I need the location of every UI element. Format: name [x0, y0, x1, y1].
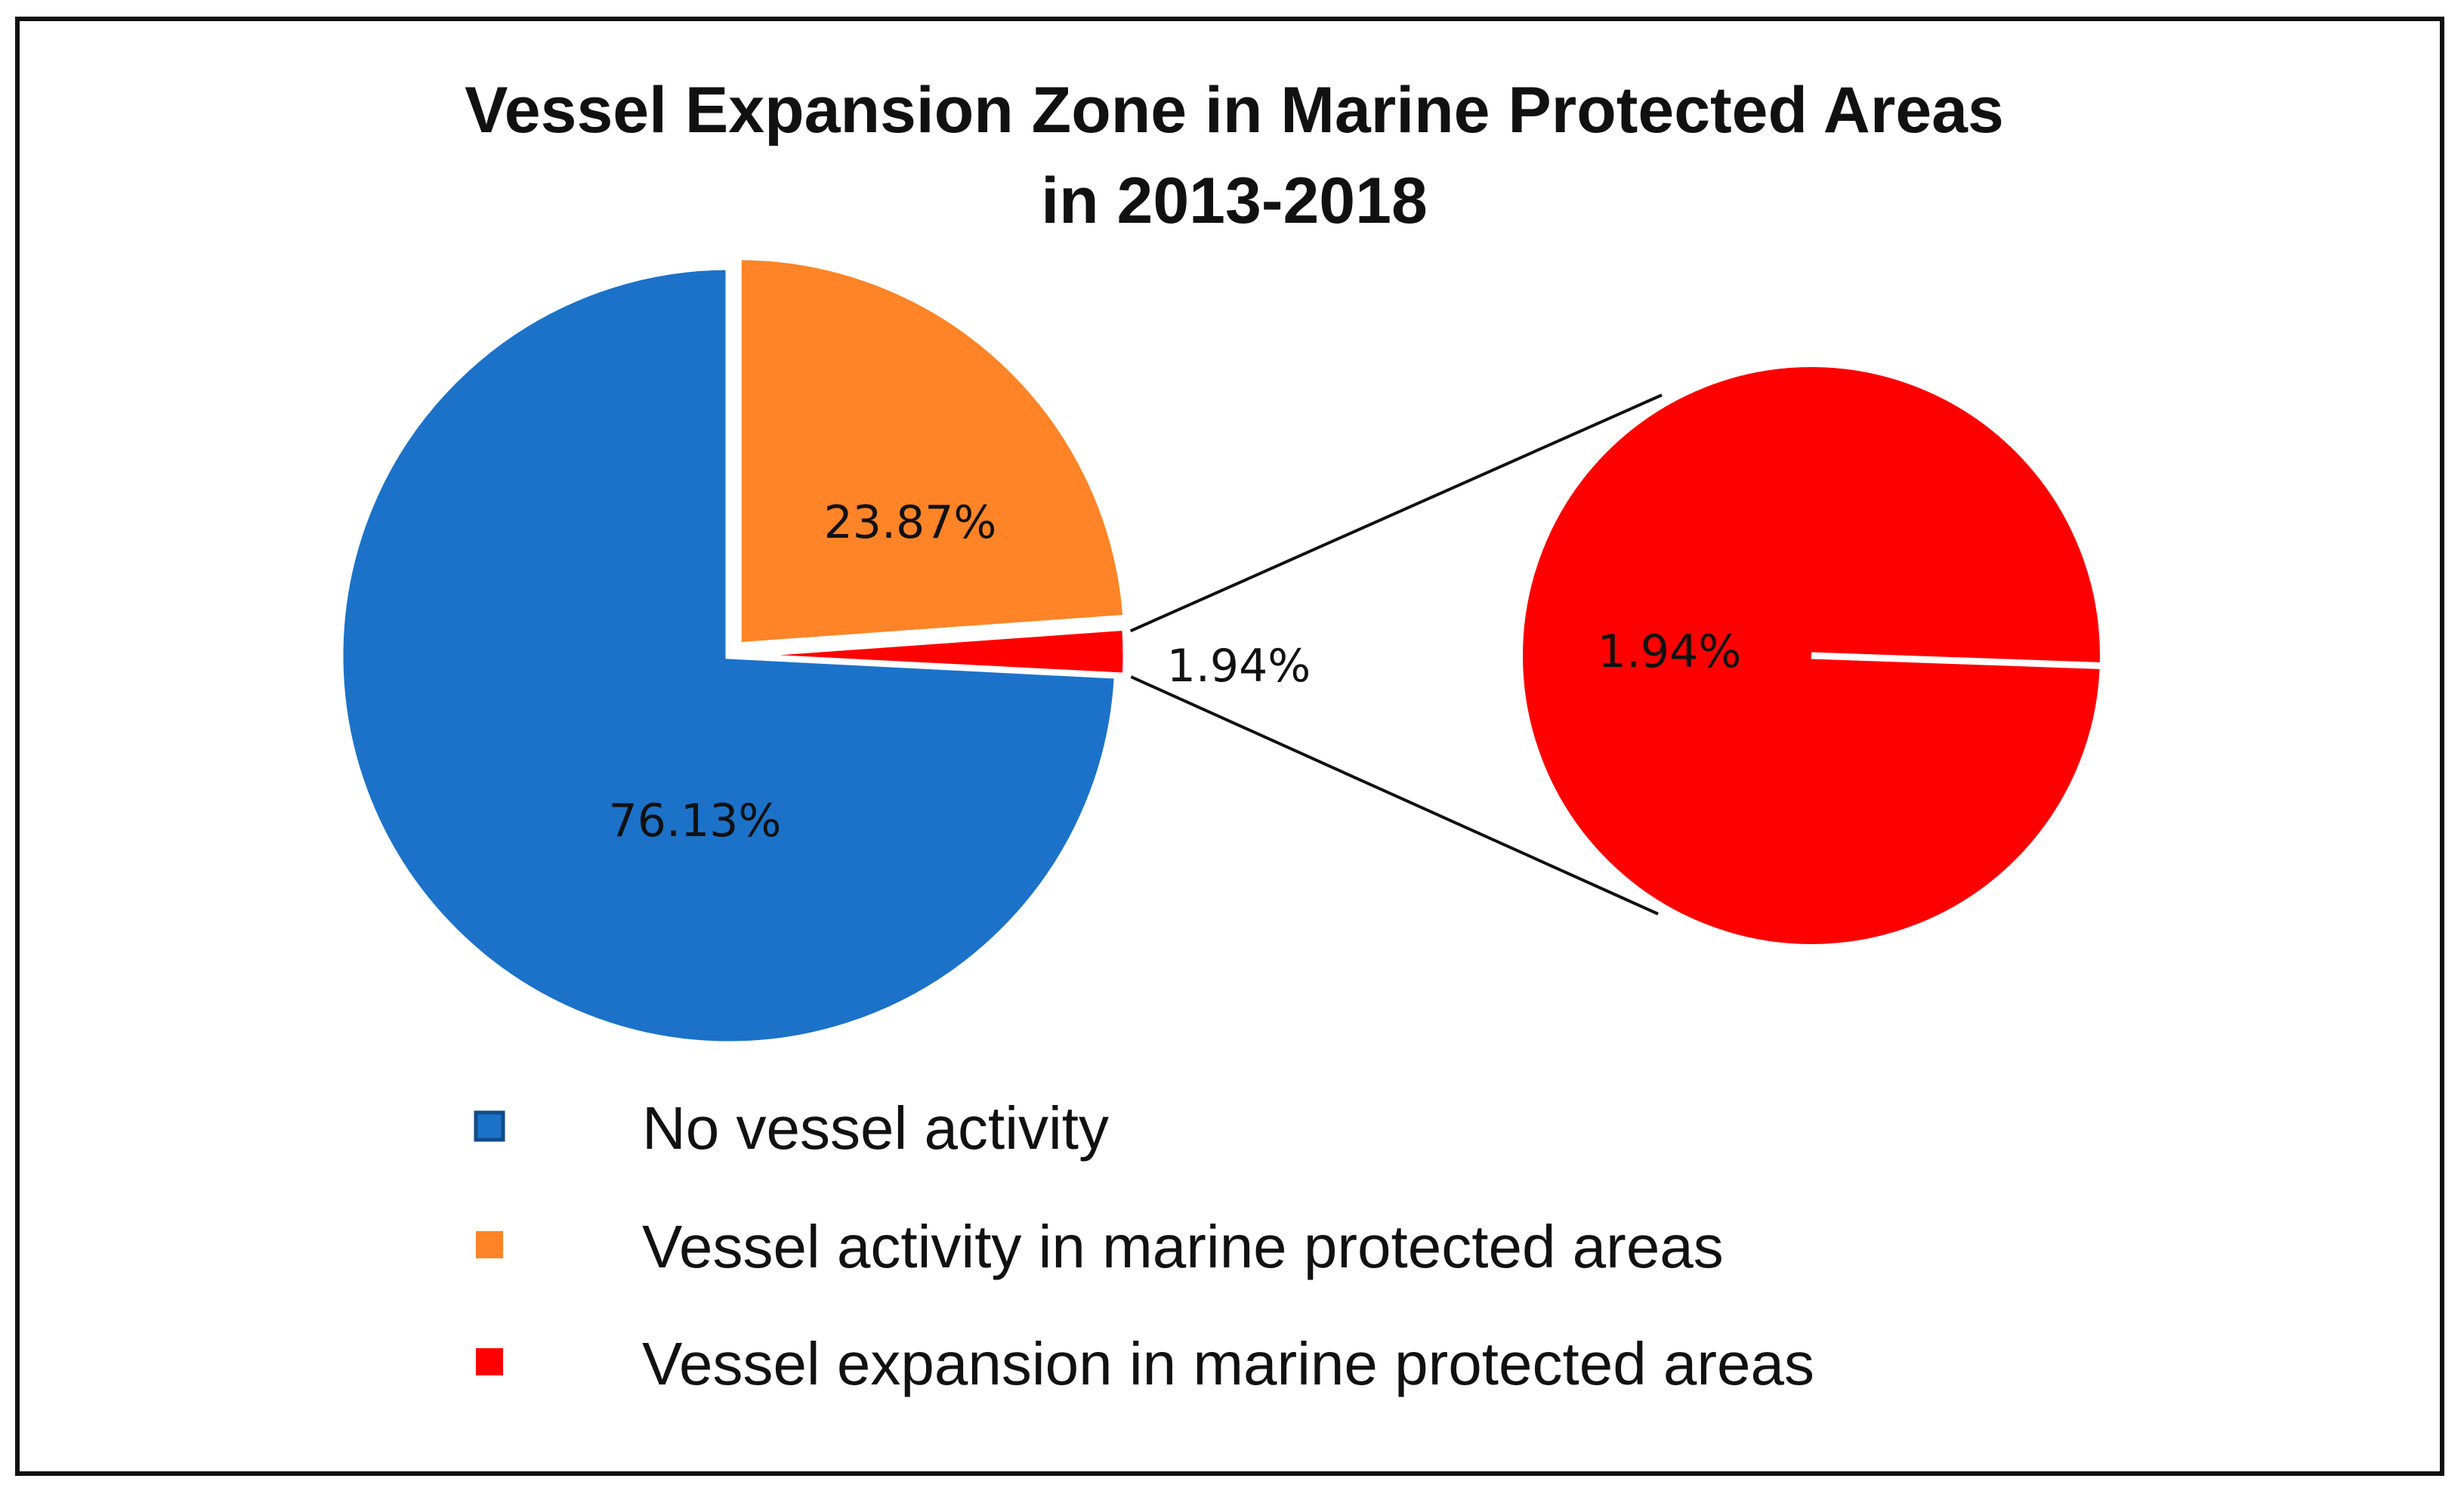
legend-swatch-no-vessel-activity: [474, 1110, 505, 1142]
slice-vessel-activity-in-marine-protected-areas: [734, 253, 1130, 650]
data-label-vessel-expansion: 1.94%: [1167, 640, 1311, 693]
slice-no-vessel-activity: [336, 263, 1122, 1048]
legend-swatch-vessel-activity-in-marine-protected-areas: [476, 1231, 503, 1258]
secondary-pie: 1.94%: [1518, 363, 2105, 949]
connector-line-top: [1129, 394, 1663, 633]
data-label-vessel-activity: 23.87%: [824, 496, 997, 549]
legend-swatch-vessel-expansion-in-marine-protected-areas: [476, 1348, 503, 1375]
chart-title: Vessel Expansion Zone in Marine Protecte…: [465, 74, 2004, 147]
data-label-no-vessel-activity: 76.13%: [609, 795, 782, 847]
secondary-pie-separator: [1811, 652, 2105, 670]
main-pie: 76.13% 23.87% 1.94%: [336, 253, 1311, 1048]
legend-label-vessel-activity-in-marine-protected-areas: Vessel activity in marine protected area…: [642, 1213, 1724, 1280]
legend-label-vessel-expansion-in-marine-protected-areas: Vessel expansion in marine protected are…: [642, 1330, 1814, 1397]
slice-vessel-expansion-in-marine-protected-areas: [736, 625, 1129, 678]
legend: No vessel activity Vessel activity in mar…: [474, 1094, 1814, 1397]
legend-label-no-vessel-activity: No vessel activity: [642, 1094, 1109, 1162]
connector-lines: [1129, 394, 1663, 915]
connector-line-bottom: [1130, 675, 1659, 915]
chart-subtitle: in 2013-2018: [1041, 165, 1428, 237]
data-label-secondary-expansion: 1.94%: [1598, 625, 1742, 678]
